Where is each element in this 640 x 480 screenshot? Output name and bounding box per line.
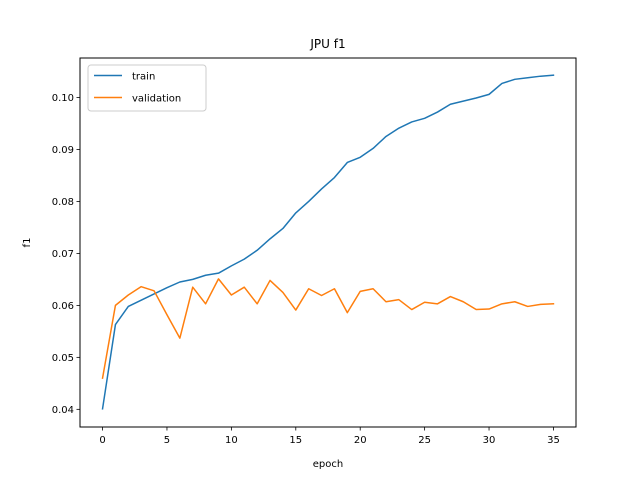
x-tick-label: 35 bbox=[547, 435, 560, 446]
y-tick-label: 0.10 bbox=[52, 93, 74, 104]
y-tick-label: 0.06 bbox=[52, 301, 74, 312]
x-tick-label: 25 bbox=[418, 435, 431, 446]
y-tick-label: 0.09 bbox=[52, 145, 74, 156]
plot-lines bbox=[101, 74, 555, 410]
x-tick-label: 10 bbox=[225, 435, 238, 446]
x-axis-label: epoch bbox=[313, 459, 343, 470]
legend: train validation bbox=[87, 64, 207, 112]
series-line-validation bbox=[101, 278, 555, 380]
y-tick-label: 0.08 bbox=[52, 197, 74, 208]
x-tick-label: 15 bbox=[289, 435, 302, 446]
legend-label-train: train bbox=[132, 72, 155, 83]
y-tick-label: 0.04 bbox=[52, 405, 74, 416]
series-line-train bbox=[101, 74, 555, 410]
x-tick-label: 5 bbox=[164, 435, 170, 446]
x-tick-label: 20 bbox=[354, 435, 367, 446]
legend-box bbox=[87, 64, 207, 112]
y-axis-label: f1 bbox=[22, 238, 33, 248]
x-tick-label: 30 bbox=[483, 435, 496, 446]
y-axis-ticks: 0.04 0.05 0.06 0.07 0.08 0.09 0.10 bbox=[52, 93, 80, 416]
axes-frame bbox=[79, 57, 577, 428]
y-tick-label: 0.07 bbox=[52, 249, 74, 260]
x-axis-ticks: 0 5 10 15 20 25 30 35 bbox=[99, 427, 560, 446]
y-tick-label: 0.05 bbox=[52, 353, 74, 364]
chart-title: JPU f1 bbox=[309, 37, 345, 51]
x-tick-label: 0 bbox=[99, 435, 105, 446]
legend-label-validation: validation bbox=[132, 94, 181, 105]
